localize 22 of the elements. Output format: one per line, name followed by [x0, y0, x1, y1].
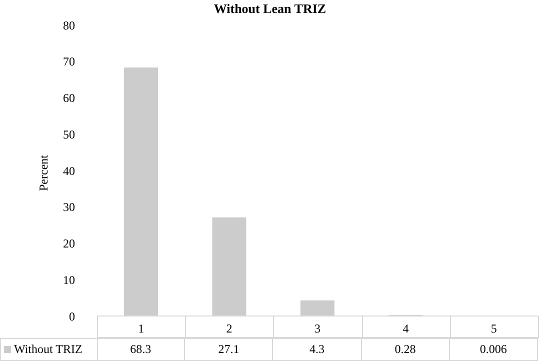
y-tick-label: 70 [63, 54, 75, 69]
data-label: 0.28 [362, 338, 450, 361]
y-tick-label: 30 [63, 200, 75, 214]
x-tick-label: 2 [226, 322, 232, 336]
legend-label: Without TRIZ [14, 342, 82, 357]
y-tick-label: 50 [63, 127, 75, 142]
x-tick-label: 1 [138, 322, 144, 336]
y-tick-label: 80 [63, 18, 75, 32]
y-axis-title: Percent [36, 155, 52, 191]
y-tick-label: 10 [63, 272, 75, 287]
data-label: 0.006 [450, 338, 538, 361]
y-tick-label: 60 [63, 91, 75, 106]
y-tick-label: 40 [63, 164, 75, 178]
data-label: 4.3 [273, 338, 362, 361]
chart-title: Without Lean TRIZ [212, 1, 328, 17]
x-tick-label: 5 [490, 322, 497, 336]
y-tick-label: 20 [63, 236, 75, 251]
data-label: 68.3 [97, 338, 186, 361]
x-tick-label: 3 [314, 322, 320, 336]
x-tick-label: 4 [402, 322, 409, 336]
y-tick-label: 0 [69, 309, 75, 324]
data-label: 27.1 [185, 338, 274, 361]
